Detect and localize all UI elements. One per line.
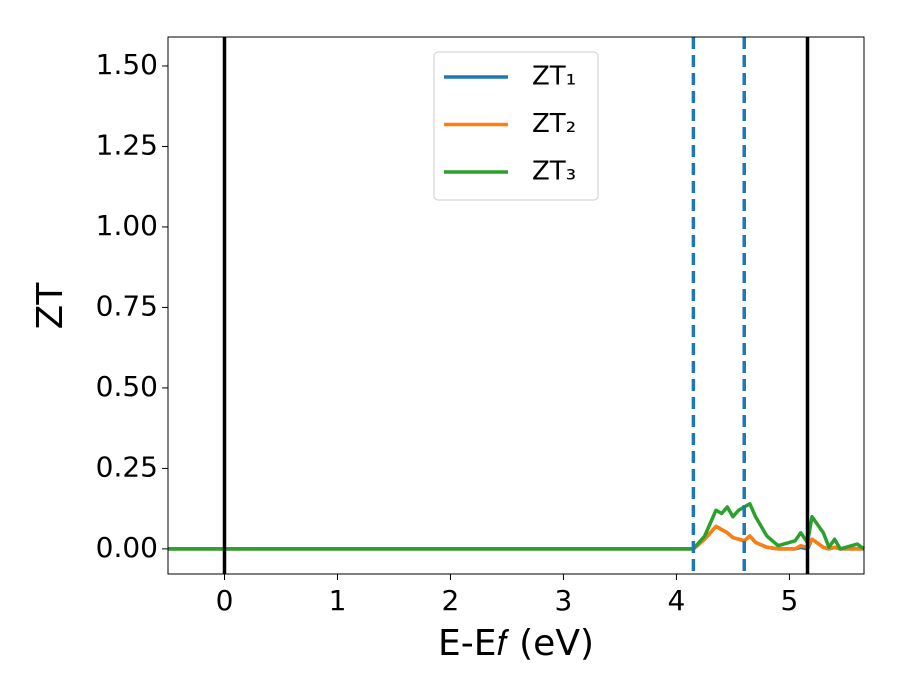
plot-frame — [167, 36, 865, 575]
x-tick-label: 5 — [781, 584, 799, 617]
x-tick-label: 4 — [668, 584, 686, 617]
y-tick-label: 1.25 — [96, 128, 158, 161]
y-tick-label: 0.00 — [96, 531, 158, 564]
y-tick-label: 0.25 — [96, 450, 158, 483]
y-axis-label: ZT — [30, 282, 71, 330]
y-tick-label: 0.50 — [96, 370, 158, 403]
x-tick-label: 2 — [442, 584, 460, 617]
x-axis-label: E-E𝑓 (eV) — [438, 623, 594, 664]
x-tick-label: 0 — [216, 584, 234, 617]
legend-label: ZT₁ — [532, 62, 576, 92]
y-tick-label: 1.50 — [96, 48, 158, 81]
y-tick-label: 1.00 — [96, 209, 158, 242]
legend-label: ZT₃ — [532, 157, 576, 187]
legend-label: ZT₂ — [532, 109, 576, 139]
x-tick-label: 1 — [329, 584, 347, 617]
series-line — [168, 502, 866, 551]
x-tick-label: 3 — [555, 584, 573, 617]
y-tick-label: 0.75 — [96, 289, 158, 322]
series-line — [168, 524, 864, 551]
legend-box — [433, 51, 599, 201]
